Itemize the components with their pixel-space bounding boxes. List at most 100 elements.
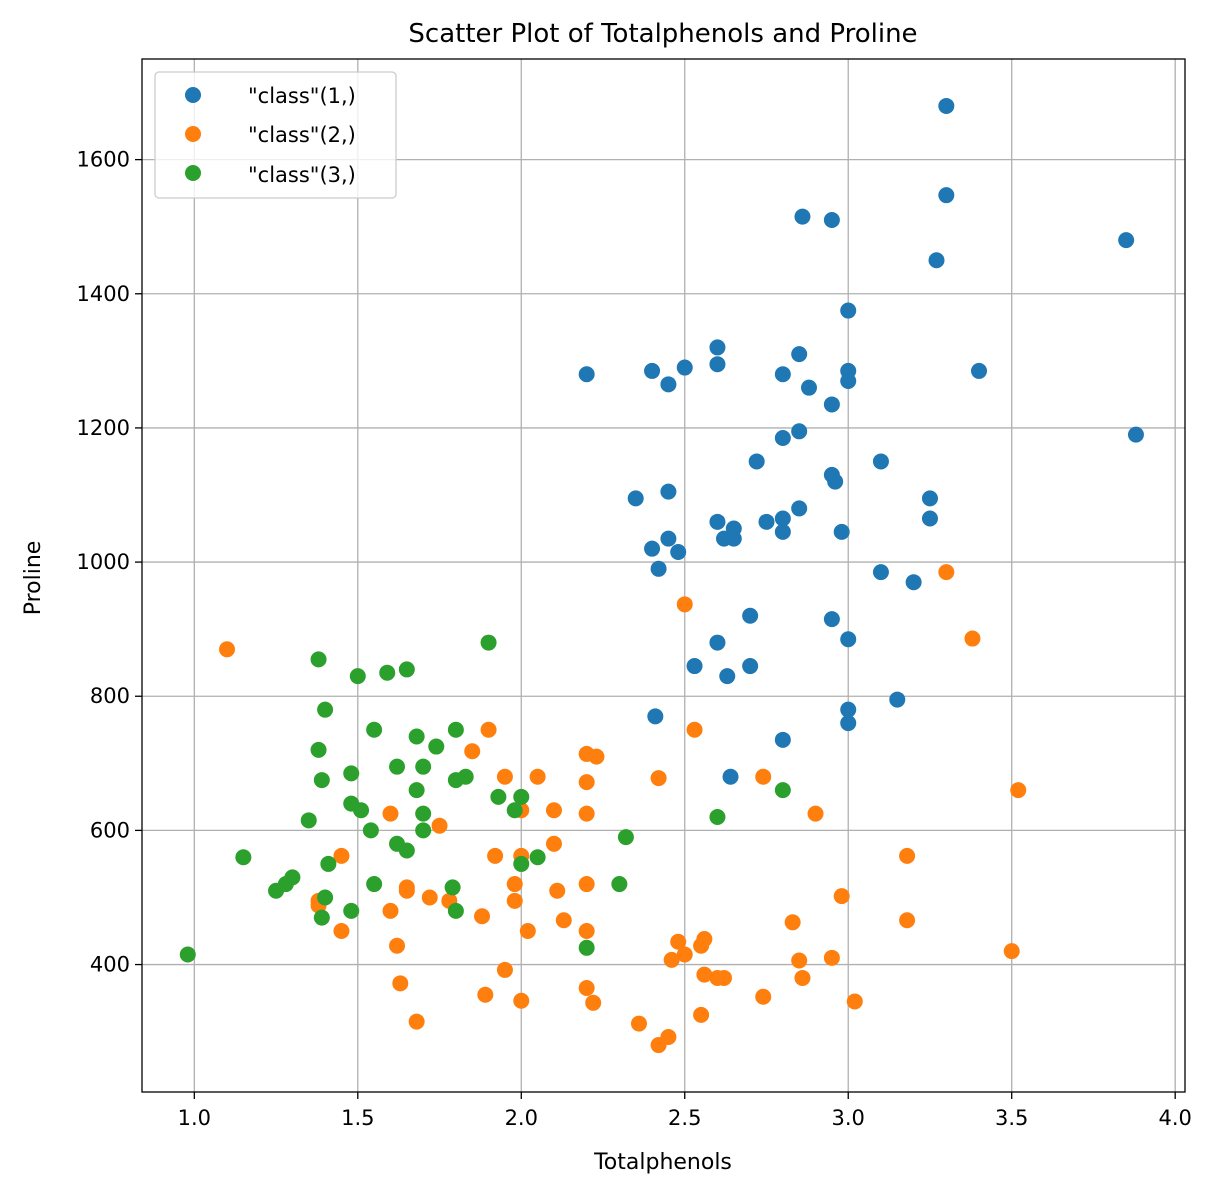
data-point-class-1 [827,473,844,490]
data-point-class-1 [791,346,808,363]
data-point-class-3 [444,879,461,896]
data-point-class-1 [872,564,889,581]
x-tick-label: 3.0 [832,1106,865,1130]
data-point-class-2 [630,1015,647,1032]
data-point-class-2 [676,946,693,963]
data-point-class-2 [585,994,602,1011]
x-tick-label: 1.0 [178,1106,211,1130]
data-point-class-2 [398,882,415,899]
data-point-class-3 [366,721,383,738]
data-point-class-1 [774,731,791,748]
data-point-class-2 [650,1037,667,1054]
data-point-class-2 [333,847,350,864]
data-point-class-2 [474,908,491,925]
data-point-class-3 [398,842,415,859]
data-point-class-2 [1003,943,1020,960]
data-point-class-3 [513,855,530,872]
data-point-class-1 [709,634,726,651]
data-point-class-1 [650,560,667,577]
data-point-class-3 [457,768,474,785]
data-point-class-2 [480,721,497,738]
data-points [179,97,1144,1054]
data-point-class-2 [529,768,546,785]
data-point-class-3 [774,782,791,799]
data-point-class-2 [506,892,523,909]
data-point-class-2 [676,596,693,613]
data-point-class-3 [447,902,464,919]
data-point-class-1 [840,715,857,732]
data-point-class-2 [392,975,409,992]
data-point-class-1 [921,510,938,527]
data-point-class-2 [333,923,350,940]
x-tick-label: 2.0 [505,1106,538,1130]
data-point-class-1 [1127,426,1144,443]
data-point-class-3 [529,849,546,866]
data-point-class-1 [722,768,739,785]
data-point-class-1 [823,611,840,628]
data-point-class-2 [578,980,595,997]
x-axis-label: Totalphenols [593,1150,732,1175]
data-point-class-3 [310,741,327,758]
data-point-class-1 [725,530,742,547]
axis-ticks: 1.0 1.5 2.0 2.5 3.0 3.5 4.0 400 600 800 1000 1200 14… [77,148,1192,1130]
data-point-class-1 [758,513,775,530]
data-point-class-3 [343,902,360,919]
data-point-class-2 [899,912,916,929]
legend-label-class-2: "class"(2,) [248,123,356,147]
x-tick-label: 4.0 [1158,1106,1191,1130]
data-point-class-1 [742,658,759,675]
data-point-class-1 [833,523,850,540]
data-point-class-1 [971,362,988,379]
legend-marker-class-1 [185,87,201,103]
data-point-class-2 [899,847,916,864]
data-point-class-2 [794,969,811,986]
data-point-class-1 [791,423,808,440]
data-point-class-1 [938,187,955,204]
data-point-class-1 [719,668,736,685]
y-tick-label: 600 [90,818,130,842]
data-point-class-2 [755,988,772,1005]
data-point-class-2 [578,805,595,822]
data-point-class-3 [428,738,445,755]
data-point-class-3 [353,802,370,819]
data-point-class-1 [840,372,857,389]
legend-label-class-3: "class"(3,) [248,163,356,187]
data-point-class-1 [1118,232,1135,249]
data-point-class-3 [317,889,334,906]
data-point-class-2 [715,969,732,986]
data-point-class-2 [578,774,595,791]
data-point-class-2 [650,770,667,787]
data-point-class-1 [905,574,922,591]
data-point-class-2 [578,923,595,940]
data-point-class-1 [774,510,791,527]
data-point-class-3 [408,782,425,799]
data-point-class-2 [464,743,481,760]
data-point-class-1 [742,607,759,624]
data-point-class-2 [833,888,850,905]
data-point-class-2 [588,748,605,765]
data-point-class-3 [389,758,406,775]
data-point-class-3 [447,721,464,738]
data-point-class-3 [578,939,595,956]
data-point-class-2 [791,952,808,969]
data-point-class-2 [964,630,981,647]
data-point-class-2 [807,805,824,822]
data-point-class-2 [477,986,494,1003]
data-point-class-3 [513,788,530,805]
plot-frame [141,58,1186,1093]
data-point-class-2 [578,876,595,893]
data-point-class-3 [506,802,523,819]
data-point-class-2 [545,835,562,852]
data-point-class-1 [840,701,857,718]
data-point-class-1 [800,379,817,396]
data-point-class-3 [415,758,432,775]
y-tick-label: 400 [90,953,130,977]
data-point-class-2 [431,817,448,834]
data-point-class-1 [627,490,644,507]
data-point-class-2 [496,768,513,785]
data-point-class-1 [889,691,906,708]
data-point-class-1 [660,483,677,500]
data-point-class-2 [549,882,566,899]
data-point-class-3 [349,668,366,685]
data-point-class-1 [709,513,726,530]
